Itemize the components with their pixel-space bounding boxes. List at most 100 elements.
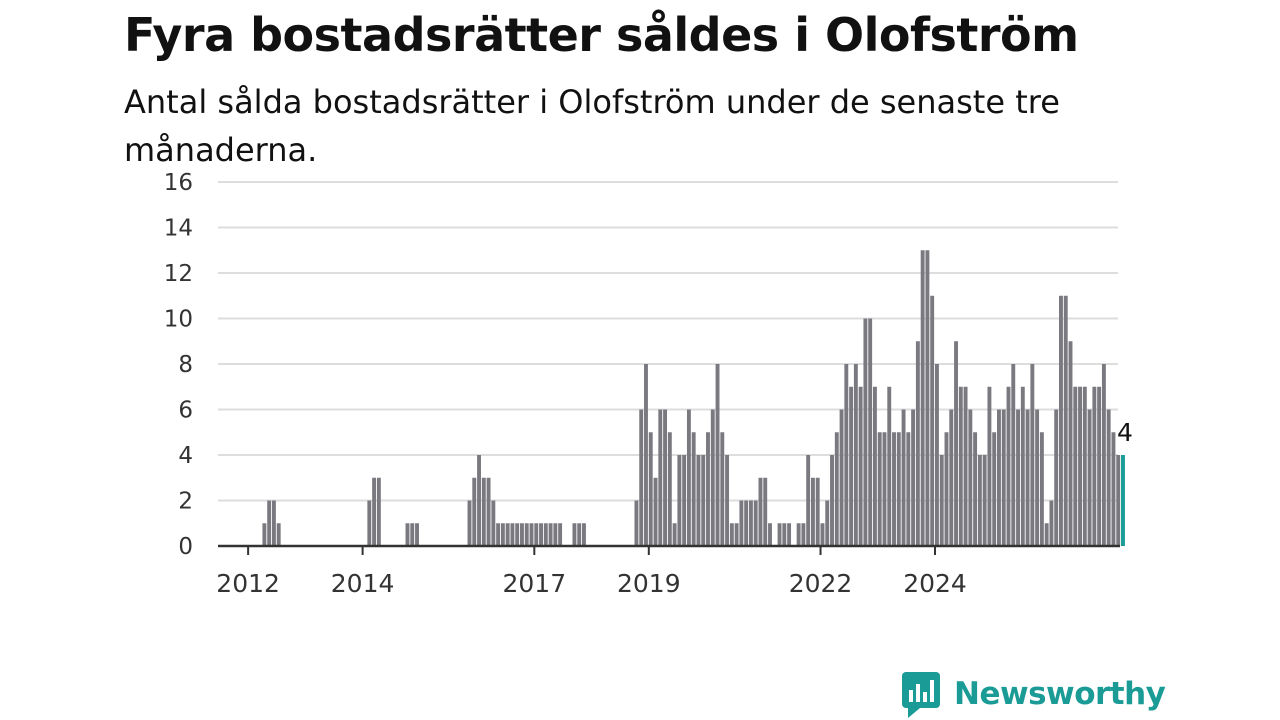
bar — [639, 409, 644, 546]
bar — [553, 523, 558, 546]
bar — [405, 523, 410, 546]
bar — [1020, 386, 1025, 546]
bar — [529, 523, 534, 546]
bar — [739, 500, 744, 546]
bar — [663, 409, 668, 546]
bar — [481, 477, 486, 546]
y-axis-ticks: 0 2 4 6 8 10 12 14 16 — [164, 170, 193, 560]
y-tick-label: 0 — [178, 534, 193, 560]
bar — [896, 432, 901, 546]
bar — [963, 386, 968, 546]
bar — [801, 523, 806, 546]
y-tick-label: 4 — [178, 443, 193, 469]
bar — [844, 364, 849, 546]
bar — [467, 500, 472, 546]
bar — [768, 523, 772, 546]
bar — [696, 455, 701, 546]
data-label: 4 — [1117, 418, 1133, 447]
bar — [1016, 409, 1020, 546]
bar — [720, 432, 725, 546]
gridlines — [218, 181, 1118, 502]
bar — [825, 500, 830, 546]
bar — [534, 523, 539, 546]
bar — [753, 500, 758, 546]
bar — [500, 523, 505, 546]
bar — [1059, 295, 1063, 546]
bar — [496, 523, 501, 546]
bar — [1078, 386, 1082, 546]
bar — [472, 477, 477, 546]
bar — [548, 523, 553, 546]
bar — [653, 477, 658, 546]
bar — [834, 432, 839, 546]
brand-logo: Newsworthy — [900, 670, 1166, 718]
bar — [1030, 364, 1035, 546]
bar — [901, 409, 906, 546]
y-tick-label: 10 — [164, 307, 193, 333]
bar — [491, 500, 496, 546]
bar — [868, 318, 873, 546]
bar — [267, 500, 272, 546]
bar — [744, 500, 749, 546]
bar — [777, 523, 782, 546]
bar — [1044, 523, 1049, 546]
bar — [863, 318, 868, 546]
bar-chart: 0 2 4 6 8 10 12 14 16 2012 2014 2017 2019 2022 2024 4 — [164, 170, 1133, 598]
y-tick-label: 6 — [178, 398, 193, 424]
bar — [872, 386, 877, 546]
bar — [271, 500, 276, 546]
bar — [949, 409, 954, 546]
y-tick-label: 16 — [164, 170, 193, 196]
bar — [577, 523, 582, 546]
bar — [710, 409, 715, 546]
bar — [262, 523, 267, 546]
bar — [677, 455, 682, 546]
bar — [820, 523, 825, 546]
bar — [1087, 409, 1092, 546]
bar — [1101, 364, 1106, 546]
bar — [734, 523, 739, 546]
bar — [1025, 409, 1030, 546]
bar — [973, 432, 978, 546]
bar — [715, 364, 720, 546]
newsworthy-logo-icon — [902, 672, 940, 718]
bar — [706, 432, 710, 546]
bar — [911, 409, 916, 546]
bar — [276, 523, 281, 546]
x-tick-label: 2022 — [789, 569, 853, 598]
bar — [892, 432, 896, 546]
bar — [634, 500, 639, 546]
bar — [787, 523, 792, 546]
bar — [667, 432, 672, 546]
bar — [725, 455, 730, 546]
chart-subtitle: Antal sålda bostadsrätter i Olofström un… — [124, 83, 1060, 169]
bar — [944, 432, 949, 546]
bar — [877, 432, 882, 546]
x-tick-label: 2024 — [903, 569, 967, 598]
bar — [729, 523, 734, 546]
bar — [925, 250, 930, 546]
bar — [810, 477, 815, 546]
y-tick-label: 8 — [178, 352, 193, 378]
bar — [920, 250, 925, 546]
bar — [853, 364, 858, 546]
bars — [262, 250, 1125, 546]
bar — [915, 341, 920, 546]
bar — [982, 455, 987, 546]
bar — [376, 477, 381, 546]
bar — [658, 409, 663, 546]
x-tick-label: 2019 — [617, 569, 681, 598]
x-tick-label: 2012 — [216, 569, 280, 598]
bar — [839, 409, 844, 546]
bar — [882, 432, 887, 546]
bar — [1097, 386, 1102, 546]
bar — [1035, 409, 1040, 546]
bar — [648, 432, 653, 546]
bar — [543, 523, 548, 546]
bar — [672, 523, 677, 546]
bar — [644, 364, 648, 546]
bar — [372, 477, 377, 546]
bar — [858, 386, 863, 546]
data-labels: 4 — [1117, 418, 1133, 447]
bar — [992, 432, 997, 546]
